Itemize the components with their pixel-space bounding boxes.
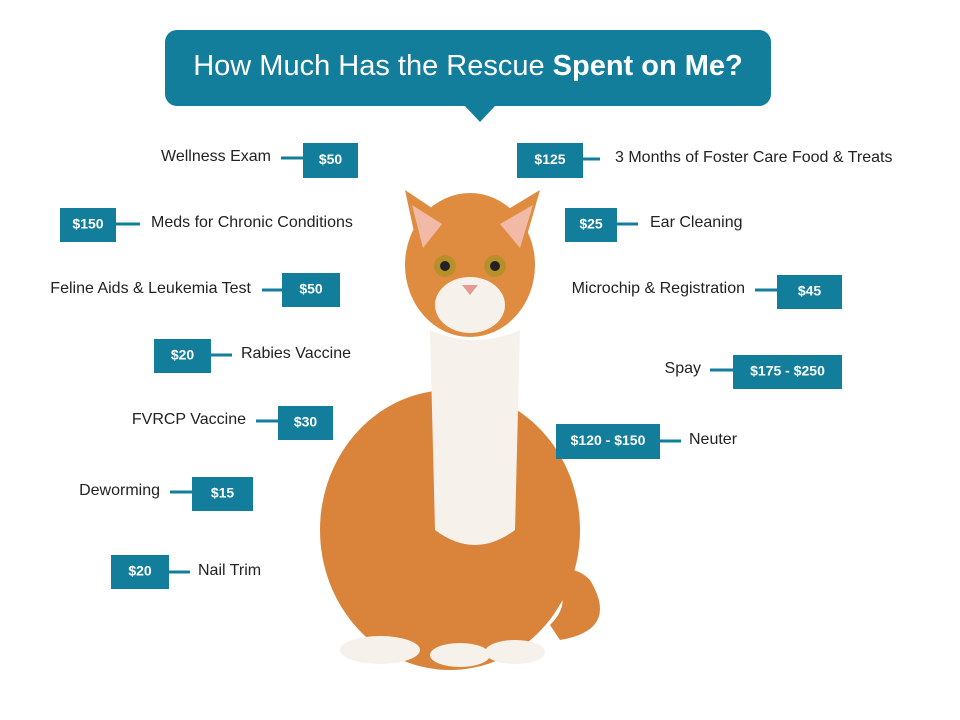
title-regular: How Much Has the Rescue xyxy=(193,50,544,82)
price-box xyxy=(154,339,211,373)
title: How Much Has the Rescue Spent on Me? xyxy=(193,50,743,82)
price: $25 xyxy=(579,216,603,232)
item-label: Feline Aids & Leukemia Test xyxy=(50,280,251,297)
item-label: FVRCP Vaccine xyxy=(132,411,246,428)
item-label: 3 Months of Foster Care Food & Treats xyxy=(615,149,892,166)
price: $20 xyxy=(171,347,195,363)
price: $30 xyxy=(294,414,318,430)
price: $20 xyxy=(128,563,152,579)
price-box xyxy=(192,477,253,511)
price-box xyxy=(556,424,660,459)
price-box xyxy=(303,143,358,178)
price: $45 xyxy=(798,283,822,299)
item-label: Deworming xyxy=(79,482,160,499)
item-label: Rabies Vaccine xyxy=(241,345,351,362)
title-bold: Spent on Me? xyxy=(553,50,743,82)
item-label: Wellness Exam xyxy=(161,148,271,165)
price-box xyxy=(60,208,116,242)
price-box xyxy=(733,355,842,389)
price: $175 - $250 xyxy=(750,363,825,379)
price-box xyxy=(111,555,169,589)
price-box xyxy=(278,406,333,440)
item-label: Meds for Chronic Conditions xyxy=(151,214,353,231)
price: $15 xyxy=(211,485,235,501)
price: $50 xyxy=(319,151,343,167)
price: $50 xyxy=(299,281,323,297)
price-box xyxy=(517,143,583,178)
price: $150 xyxy=(72,216,103,232)
title-box xyxy=(165,30,771,106)
title-pointer xyxy=(464,105,496,122)
price-box xyxy=(282,273,340,307)
item-label: Nail Trim xyxy=(198,562,261,579)
price: $120 - $150 xyxy=(571,432,646,448)
cat-illustration xyxy=(320,190,600,670)
item-label: Ear Cleaning xyxy=(650,214,743,231)
item-label: Neuter xyxy=(689,431,738,448)
price: $125 xyxy=(534,151,565,167)
item-label: Microchip & Registration xyxy=(572,280,745,297)
items: $50 Wellness Exam $150 Meds for Chronic Con… xyxy=(50,143,892,589)
price-box xyxy=(565,208,617,242)
item-label: Spay xyxy=(665,360,701,377)
price-box xyxy=(777,275,842,309)
